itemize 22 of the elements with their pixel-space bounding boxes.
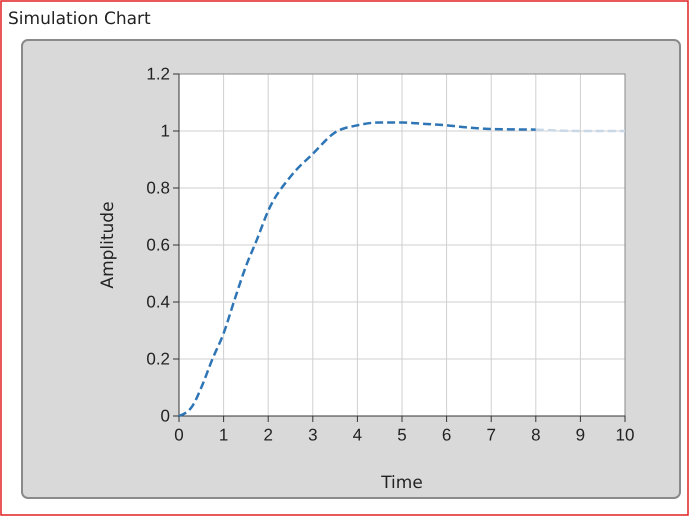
- x-tick-label: 8: [531, 425, 541, 444]
- x-tick-label: 4: [352, 425, 362, 444]
- x-tick-label: 0: [174, 425, 184, 444]
- x-tick-label: 9: [576, 425, 586, 444]
- y-tick-label: 0.4: [146, 292, 170, 312]
- x-tick-label: 3: [308, 425, 318, 444]
- y-tick-label: 1.2: [146, 64, 170, 84]
- x-tick-label: 1: [218, 425, 228, 444]
- x-tick-label: 10: [616, 425, 634, 444]
- y-tick-label: 0.2: [146, 349, 170, 368]
- y-tick-label: 0: [160, 406, 170, 426]
- x-tick-label: 5: [397, 425, 407, 444]
- y-axis-title: Amplitude: [98, 201, 118, 289]
- y-tick-label: 0.8: [146, 178, 170, 198]
- x-tick-label: 2: [263, 425, 273, 444]
- y-tick-label: 0.6: [146, 235, 170, 254]
- x-tick-label: 6: [442, 425, 452, 444]
- line-series: [178, 121, 538, 418]
- x-axis-title: Time: [380, 473, 423, 493]
- x-tick-label: 7: [486, 425, 496, 444]
- y-tick-label: 1: [160, 121, 170, 140]
- chart-title: Simulation Chart: [8, 9, 152, 29]
